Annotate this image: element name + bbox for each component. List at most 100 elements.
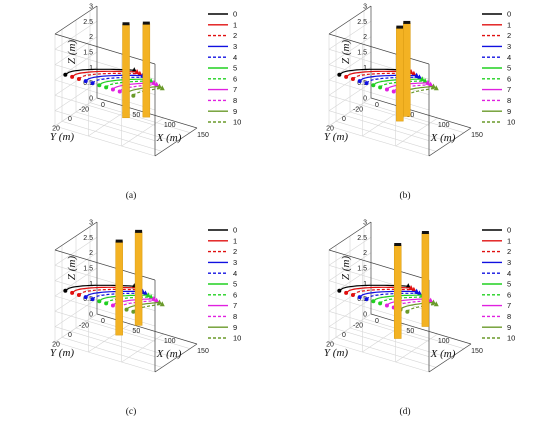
legend-label-4: 4 [233, 53, 237, 62]
series-end-2 [411, 286, 417, 292]
x-tick-label: 150 [197, 348, 209, 355]
obstacle-pillar [421, 232, 430, 327]
z-tick-label: 1 [363, 281, 367, 288]
caption-b: (b) [399, 190, 410, 201]
legend-box [480, 226, 520, 348]
obstacle-top [394, 243, 402, 246]
series-line-3 [85, 290, 143, 298]
z-tick-label: 0.5 [83, 80, 93, 87]
series-start-4 [90, 81, 95, 86]
series-end-7 [151, 295, 157, 301]
legend-label-0: 0 [233, 10, 237, 19]
series-start-1 [70, 290, 75, 295]
axis-edge [328, 33, 430, 65]
series-end-6 [148, 294, 154, 300]
z-tick-label: 0.5 [83, 296, 93, 303]
series-start-3 [357, 295, 362, 300]
series-start-2 [350, 76, 355, 81]
x-axis-label: X (m) [156, 348, 182, 360]
axis-edge [328, 221, 372, 251]
z-tick-label: 2 [363, 34, 367, 41]
grid-line [363, 318, 465, 349]
z-tick-label: 0 [89, 312, 93, 319]
x-tick-label: 150 [471, 132, 483, 139]
series-end-6 [422, 78, 428, 84]
grid-line [328, 95, 430, 126]
series-end-3 [414, 288, 420, 294]
legend-label-2: 2 [233, 31, 237, 40]
z-tick-label: 0 [89, 96, 93, 103]
series-start-7 [110, 87, 115, 92]
series-line-4 [366, 292, 420, 300]
series-end-10 [433, 85, 439, 91]
series-end-8 [154, 81, 160, 87]
series-start-0 [63, 288, 68, 293]
legend-label-7: 7 [233, 85, 237, 94]
series-end-8 [428, 81, 434, 87]
series-line-8 [119, 300, 157, 308]
series-end-1 [134, 68, 140, 74]
legend-label-10: 10 [233, 118, 241, 127]
z-tick-label: 1.5 [357, 266, 367, 273]
series-start-2 [76, 76, 81, 81]
grid-line [328, 79, 430, 111]
z-tick-label: 2.5 [357, 19, 367, 26]
series-end-10 [159, 85, 165, 91]
series-end-7 [151, 79, 157, 85]
z-tick-label: 1 [363, 65, 367, 72]
series-start-4 [90, 297, 95, 302]
legend-label-8: 8 [507, 312, 511, 321]
legend-label-6: 6 [507, 74, 511, 83]
series-line-9 [126, 301, 160, 311]
series-end-5 [419, 76, 425, 82]
caption-a: (a) [126, 190, 137, 201]
z-tick-label: 1.5 [357, 50, 367, 57]
z-tick-label: 3 [363, 220, 367, 227]
legend-label-5: 5 [233, 280, 237, 289]
z-tick-label: 3 [89, 220, 93, 227]
grid-line [363, 102, 465, 133]
legend-label-2: 2 [507, 31, 511, 40]
legend-label-2: 2 [507, 247, 511, 256]
legend-label-6: 6 [233, 74, 237, 83]
x-tick-label: 100 [438, 122, 450, 129]
legend-label-6: 6 [233, 290, 237, 299]
z-tick-label: 0 [363, 96, 367, 103]
series-end-8 [154, 297, 160, 303]
axis-edge [54, 221, 98, 251]
z-tick-label: 2.5 [83, 19, 93, 26]
obstacle-top [403, 20, 411, 24]
series-start-7 [110, 303, 115, 308]
series-line-4 [92, 76, 146, 84]
series-start-3 [83, 295, 88, 300]
axis-edge [154, 343, 198, 373]
caption-c: (c) [126, 406, 137, 417]
legend-label-7: 7 [233, 301, 237, 310]
legend-label-3: 3 [233, 258, 237, 267]
series-start-5 [97, 299, 102, 304]
z-tick-label: 2.5 [357, 235, 367, 242]
legend-label-3: 3 [233, 42, 237, 51]
series-end-0 [405, 283, 411, 289]
x-axis-label: X (m) [430, 132, 456, 144]
obstacle-top [135, 229, 143, 233]
grid-line [75, 327, 177, 359]
z-axis-label: Z (m) [66, 40, 78, 64]
y-tick-label: 20 [52, 341, 60, 348]
axis-edge [54, 33, 156, 65]
obstacle-top [142, 21, 150, 25]
grid-line [54, 311, 156, 342]
x-tick-label: 50 [132, 328, 140, 335]
grid-line [54, 110, 156, 141]
grid-line [89, 318, 191, 349]
series-start-0 [337, 72, 342, 77]
z-tick-label: 0.5 [357, 80, 367, 87]
series-line-4 [366, 76, 420, 84]
grid-line [349, 111, 451, 143]
legend-box [206, 10, 246, 132]
series-start-0 [337, 288, 342, 293]
legend-label-7: 7 [507, 301, 511, 310]
z-axis-label: Z (m) [66, 256, 78, 280]
series-line-3 [359, 290, 417, 298]
